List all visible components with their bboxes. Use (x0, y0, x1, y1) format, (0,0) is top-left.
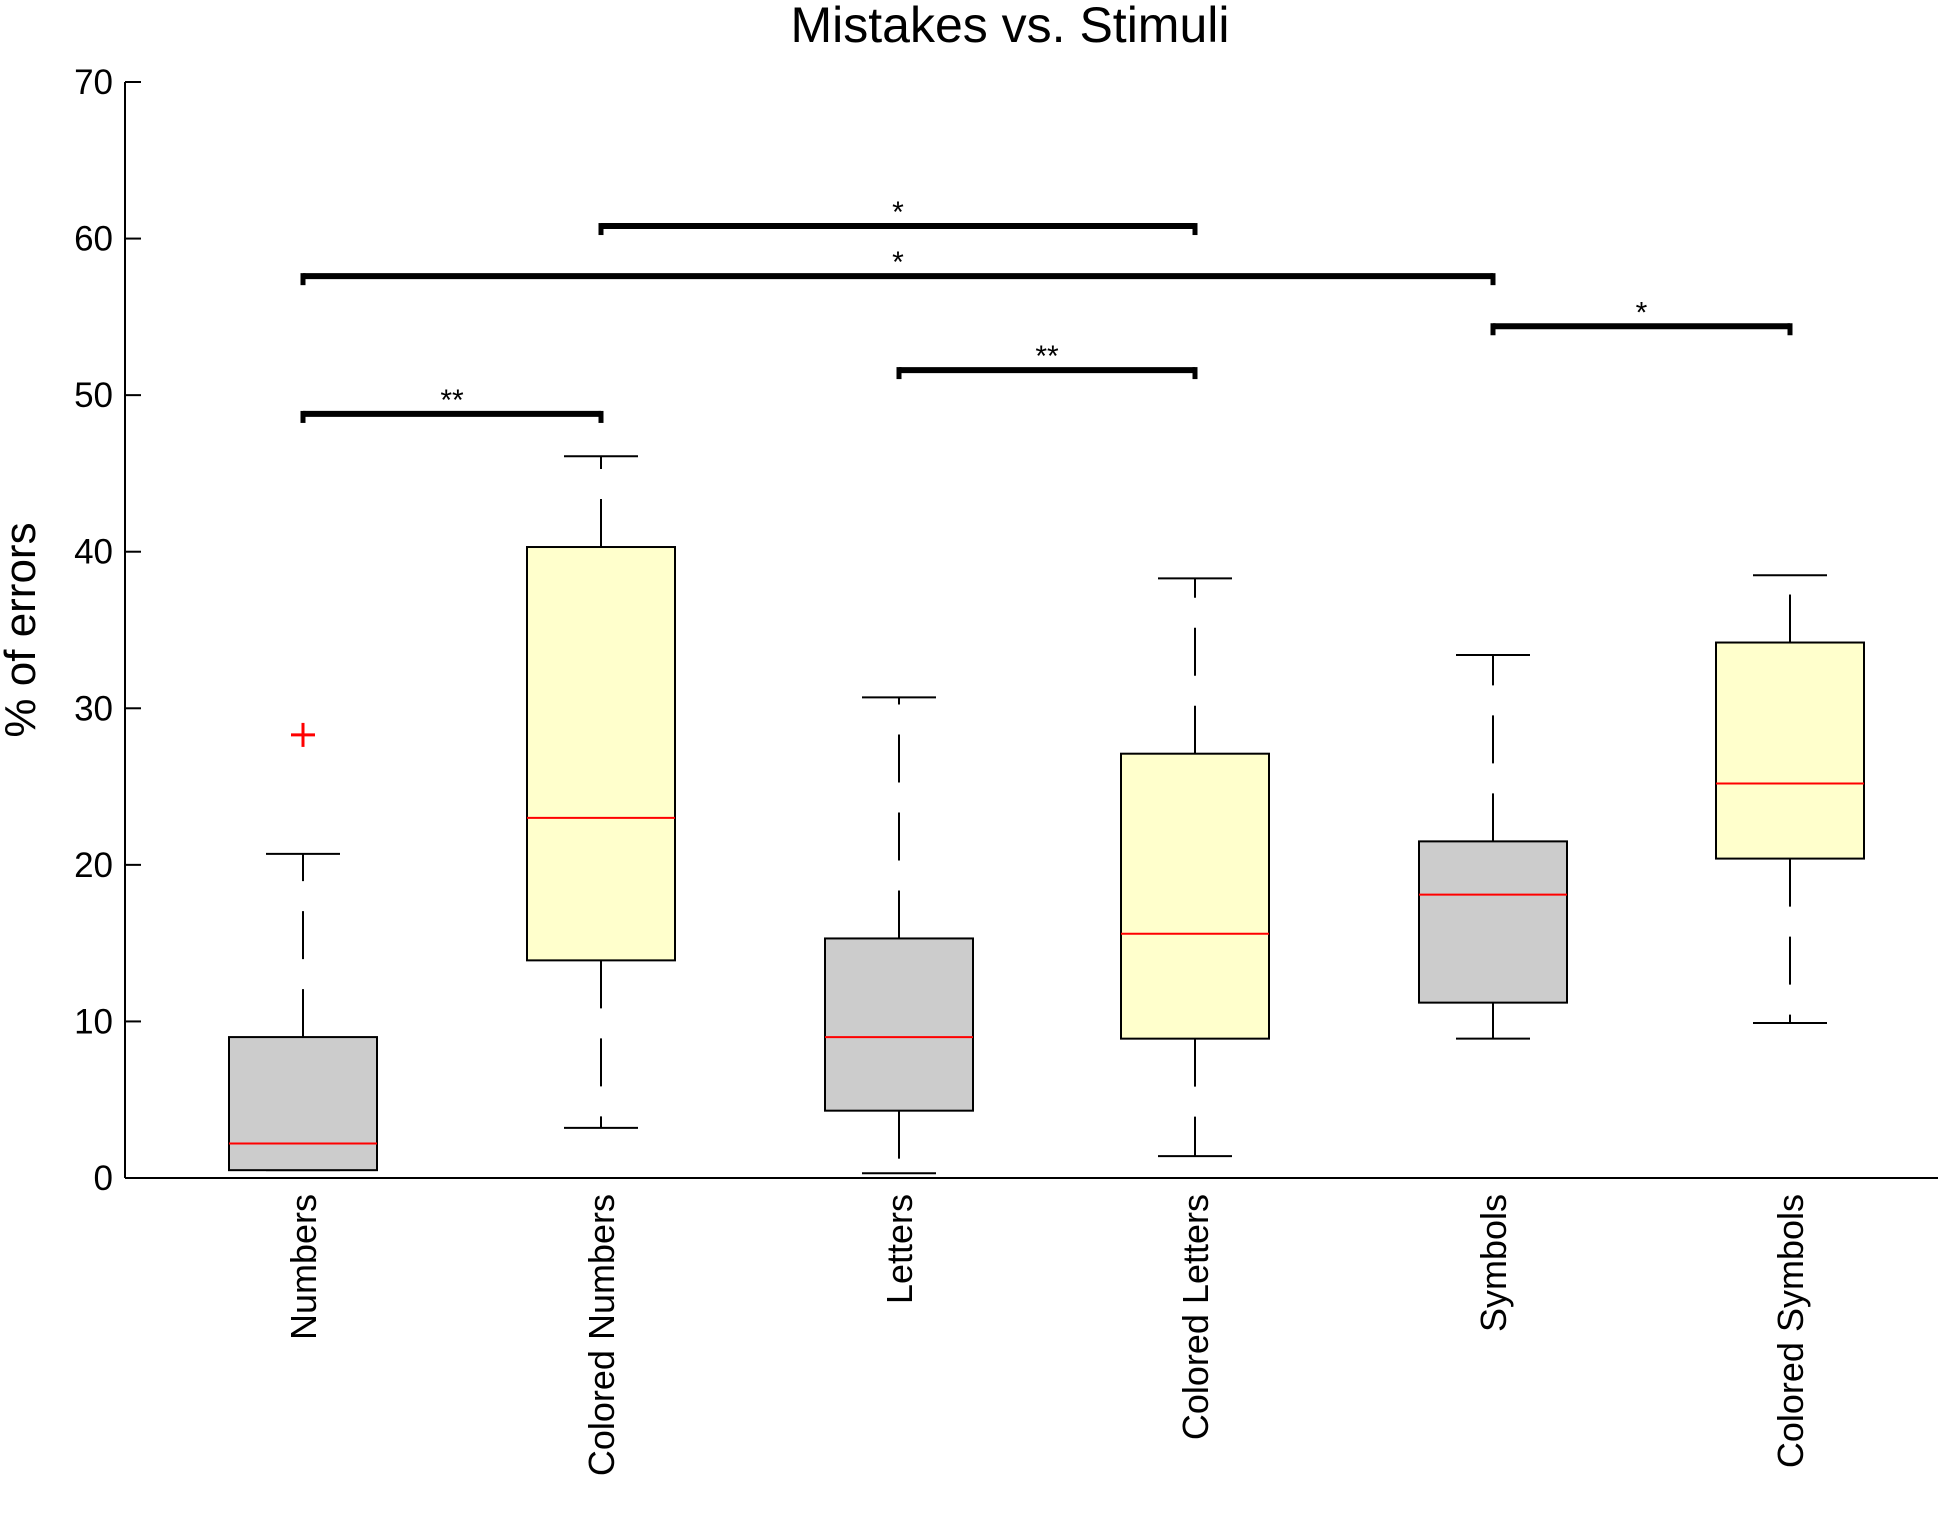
box-group: Colored Symbols (1715, 574, 1865, 1468)
significance-label: ** (440, 384, 464, 417)
box (1715, 641, 1865, 860)
significance-bracket: * (598, 196, 1198, 236)
axes: 0 10 20 30 40 50 60 70 (74, 63, 1938, 1198)
box (1120, 752, 1270, 1040)
boxes: Numbers Colored Numbers Letters Colored Let… (228, 455, 1865, 1476)
outlier-marker (291, 722, 315, 747)
box (526, 546, 676, 962)
y-tick-label: 50 (74, 376, 113, 415)
significance-label: * (892, 246, 904, 279)
category-label: Letters (879, 1194, 920, 1304)
y-tick-label: 40 (74, 533, 113, 572)
category-label: Colored Symbols (1770, 1194, 1811, 1468)
significance-label: * (892, 196, 904, 229)
box-group: Colored Numbers (526, 455, 676, 1476)
significance-bracket: ** (896, 340, 1198, 380)
significance-bracket: * (1490, 296, 1793, 336)
significance-bracket: ** (300, 384, 604, 423)
box-group: Symbols (1418, 654, 1568, 1332)
y-tick-label: 20 (74, 846, 113, 885)
category-label: Symbols (1473, 1194, 1514, 1332)
y-tick-label: 0 (94, 1159, 113, 1198)
y-axis-label: % of errors (0, 522, 45, 737)
significance-brackets: ******* (300, 196, 1793, 423)
box (824, 937, 974, 1112)
y-tick-label: 10 (74, 1002, 113, 1041)
category-label: Colored Letters (1175, 1194, 1216, 1440)
box (1418, 840, 1568, 1004)
box-group: Colored Letters (1120, 577, 1270, 1440)
significance-bracket: * (300, 246, 1496, 286)
significance-label: ** (1035, 340, 1059, 373)
category-label: Numbers (283, 1194, 324, 1340)
y-tick-label: 70 (74, 63, 113, 102)
y-tick-label: 30 (74, 689, 113, 728)
category-label: Colored Numbers (581, 1194, 622, 1476)
box (228, 1036, 378, 1172)
significance-label: * (1636, 296, 1648, 329)
chart-title: Mistakes vs. Stimuli (791, 0, 1230, 53)
y-tick-label: 60 (74, 220, 113, 259)
box-group: Numbers (228, 722, 378, 1340)
box-group: Letters (824, 696, 974, 1304)
